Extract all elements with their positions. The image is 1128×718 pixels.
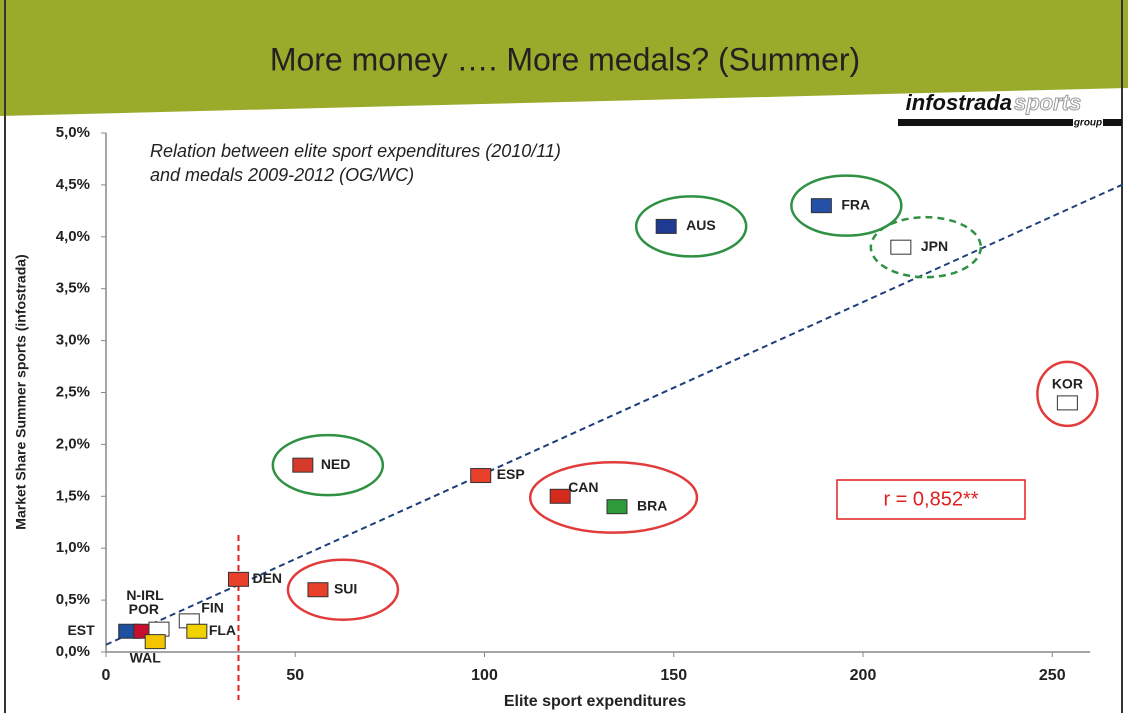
flag-marker (227, 571, 249, 587)
point-label: DEN (252, 570, 282, 586)
flag-marker (144, 634, 166, 650)
flag-marker (655, 218, 677, 234)
y-tick-label: 0,5% (56, 591, 90, 608)
group-circle (528, 461, 699, 534)
y-tick-label: 2,5% (56, 383, 90, 400)
logo-sub: group (1073, 118, 1102, 129)
y-axis-title: Market Share Summer sports (infostrada) (13, 254, 29, 529)
y-tick-label: 4,0% (56, 228, 90, 245)
logo-main: infostrada (906, 90, 1012, 115)
y-tick-label: 2,0% (56, 435, 90, 452)
x-tick-label: 100 (471, 667, 498, 684)
point-label: AUS (686, 217, 716, 233)
x-tick-label: 150 (660, 667, 687, 684)
flag-marker (810, 198, 832, 214)
flag-marker (307, 582, 329, 598)
y-tick-label: 3,5% (56, 280, 90, 297)
point-label: ESP (497, 466, 525, 482)
flag-marker (549, 488, 571, 504)
header-band (0, 0, 1128, 116)
flag-marker (186, 623, 208, 639)
group-circle (790, 174, 903, 237)
slide-title: More money …. More medals? (Summer) (270, 41, 860, 77)
group-circle (869, 215, 983, 279)
point-label: SUI (334, 580, 357, 596)
x-tick-label: 200 (850, 667, 877, 684)
x-tick-label: 0 (102, 667, 111, 684)
point-label: EST (67, 622, 95, 638)
point-label: POR (129, 601, 159, 617)
flag-marker (470, 468, 492, 484)
point-label: WAL (130, 649, 162, 665)
point-label: JPN (921, 238, 948, 254)
point-label: N-IRL (126, 587, 164, 603)
flag-marker (1056, 395, 1078, 411)
x-tick-label: 50 (286, 667, 304, 684)
flag-marker (606, 499, 628, 515)
group-circle (634, 195, 748, 258)
logo-bar (898, 119, 1122, 126)
trend-line (105, 182, 1125, 646)
subtitle: Relation between elite sport expenditure… (150, 141, 561, 161)
x-tick-label: 250 (1039, 667, 1066, 684)
point-label: KOR (1052, 376, 1083, 392)
y-tick-label: 4,5% (56, 176, 90, 193)
point-label: FIN (201, 600, 224, 616)
x-axis-title: Elite sport expenditures (504, 693, 686, 710)
point-label: NED (321, 456, 351, 472)
point-label: FRA (841, 196, 870, 212)
logo-sub-bg (1073, 117, 1103, 128)
annotation: r = 0,852** (883, 488, 978, 510)
y-tick-label: 3,0% (56, 332, 90, 349)
y-tick-label: 0,0% (56, 643, 90, 660)
flag-marker (890, 239, 912, 255)
flag-marker (148, 621, 170, 637)
group-circle (1036, 360, 1099, 428)
logo-accent: sports (1014, 90, 1081, 115)
group-circle (286, 558, 400, 621)
point-label: BRA (637, 497, 667, 513)
point-label: FLA (209, 622, 236, 638)
y-tick-label: 1,0% (56, 539, 90, 556)
point-label: CAN (568, 479, 598, 495)
subtitle: and medals 2009-2012 (OG/WC) (150, 165, 414, 185)
group-circle (271, 433, 385, 497)
flag-marker (292, 457, 314, 473)
annotation-box (836, 479, 1026, 520)
y-tick-label: 1,5% (56, 487, 90, 504)
y-tick-label: 5,0% (56, 124, 90, 141)
